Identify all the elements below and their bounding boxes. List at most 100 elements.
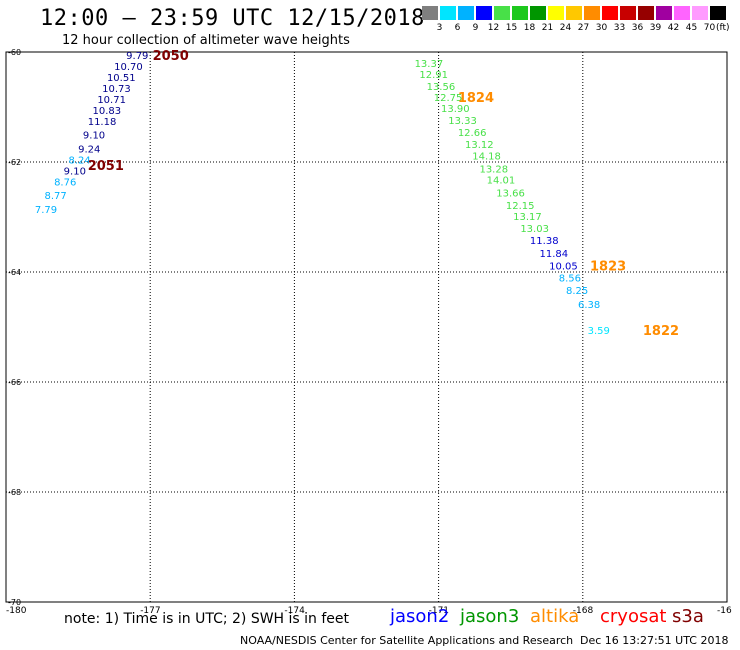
colorbar-label: 12 [487,23,500,33]
latitude-tick-label: -64 [8,268,21,277]
wave-height-value: 8.24 [68,155,90,166]
colorbar-swatch [638,6,655,20]
wave-height-value: 10.71 [97,95,126,106]
colorbar-swatch [620,6,637,20]
colorbar-swatch [494,6,511,20]
pass-time-label: 1822 [643,324,679,339]
wave-height-value: 14.01 [487,176,516,187]
longitude-tick-label: -174 [284,606,305,616]
legend-item-cryosat: cryosat [600,606,667,627]
legend-item-s3a: s3a [672,606,704,627]
colorbar-swatch [584,6,601,20]
latitude-tick-label: -66 [8,378,21,387]
wave-height-value: 13.33 [448,116,477,127]
timestamp-text: Dec 16 13:27:51 UTC 2018 [580,634,729,647]
colorbar-label: 24 [559,23,572,33]
colorbar-label: 36 [631,23,644,33]
wave-height-value: 13.90 [441,104,470,115]
colorbar-label: 9 [472,23,479,33]
colorbar-label: 18 [523,23,536,33]
wave-height-value: 13.03 [520,224,549,235]
colorbar-swatch [710,6,727,20]
wave-height-value: 10.70 [114,62,143,73]
colorbar-label: 42 [667,23,680,33]
wave-height-value: 12.75 [434,93,463,104]
colorbar-swatch [476,6,493,20]
wave-height-value: 12.15 [506,201,535,212]
colorbar-swatch [566,6,583,20]
colorbar-swatch [422,6,439,20]
wave-height-value: 6.38 [578,300,600,311]
colorbar-swatch [674,6,691,20]
map-frame [5,51,728,603]
wave-height-value: 8.77 [44,191,66,202]
wave-height-value: 13.28 [479,165,508,176]
colorbar-label: 21 [541,23,554,33]
longitude-tick-label: -16 [717,606,732,616]
colorbar-label: 70 [703,23,716,33]
colorbar-label: 3 [436,23,443,33]
wave-height-value: 9.24 [78,144,100,155]
legend-item-altika: altika [530,606,580,627]
wave-height-value: 13.66 [496,188,525,199]
colorbar-label: 15 [505,23,518,33]
latitude-tick-label: -68 [8,488,21,497]
longitude-tick-label: -171 [429,606,449,616]
pass-time-label: 1824 [458,91,494,106]
colorbar-label: 27 [577,23,590,33]
wave-height-value: 12.91 [419,70,448,81]
footer-note: note: 1) Time is in UTC; 2) SWH is in fe… [64,611,350,627]
wave-height-value: 8.76 [54,177,76,188]
page-title: 12:00 – 23:59 UTC 12/15/2018 [40,6,425,31]
wave-height-value: 10.51 [107,73,136,84]
wave-height-value: 9.10 [64,166,86,177]
colorbar-swatch [692,6,709,20]
colorbar-label: 39 [649,23,662,33]
colorbar-label: 6 [454,23,461,33]
longitude-tick-label: -177 [140,606,160,616]
wave-height-colorbar: 3 6 9 12 15 18 21 24 27 30 33 36 39 42 45 70 (ft) [422,6,730,36]
colorbar-swatch [530,6,547,20]
colorbar-label: 45 [685,23,698,33]
wave-height-value: 3.59 [588,326,610,337]
wave-height-value: 11.84 [540,249,569,260]
colorbar-label: 33 [613,23,626,33]
legend-item-jason3: jason3 [460,606,520,627]
wave-height-value: 13.12 [465,140,494,151]
colorbar-swatch [602,6,619,20]
colorbar-label: 30 [595,23,608,33]
wave-height-value: 11.38 [530,236,559,247]
colorbar-swatch [548,6,565,20]
wave-height-value: 11.18 [88,117,117,128]
wave-height-value: 12.66 [458,128,487,139]
wave-height-value: 10.05 [549,261,578,272]
colorbar-swatch [656,6,673,20]
wave-height-value: 10.83 [93,106,122,117]
credit-text: NOAA/NESDIS Center for Satellite Applica… [240,634,574,647]
pass-time-label: 2051 [88,159,124,174]
wave-height-value: 14.18 [472,151,501,162]
colorbar-unit: (ft) [716,23,730,33]
colorbar-swatch [458,6,475,20]
page-subtitle: 12 hour collection of altimeter wave hei… [62,33,350,48]
grid-lines [6,52,727,602]
colorbar-swatch [512,6,529,20]
wave-height-value: 13.17 [513,212,542,223]
latitude-tick-label: -70 [8,598,21,607]
colorbar-swatch [440,6,457,20]
wave-height-value: 8.56 [559,274,581,285]
wave-height-value: 8.25 [566,286,588,297]
longitude-tick-label: -168 [573,606,594,616]
legend-item-jason2: jason2 [390,606,450,627]
longitude-tick-label: -180 [6,606,27,616]
wave-height-value: 7.79 [35,205,57,216]
pass-time-label: 1823 [590,259,626,274]
pass-time-label: 2050 [153,49,189,64]
latitude-tick-label: -60 [8,48,21,57]
wave-height-value: 13.56 [427,82,456,93]
wave-height-value: 13.37 [415,59,444,70]
latitude-tick-label: -62 [8,158,21,167]
axis-labels: -180 -177 -174 -171 -168 -16 -60 -62 -64 -66 -68 -7… [6,48,732,616]
